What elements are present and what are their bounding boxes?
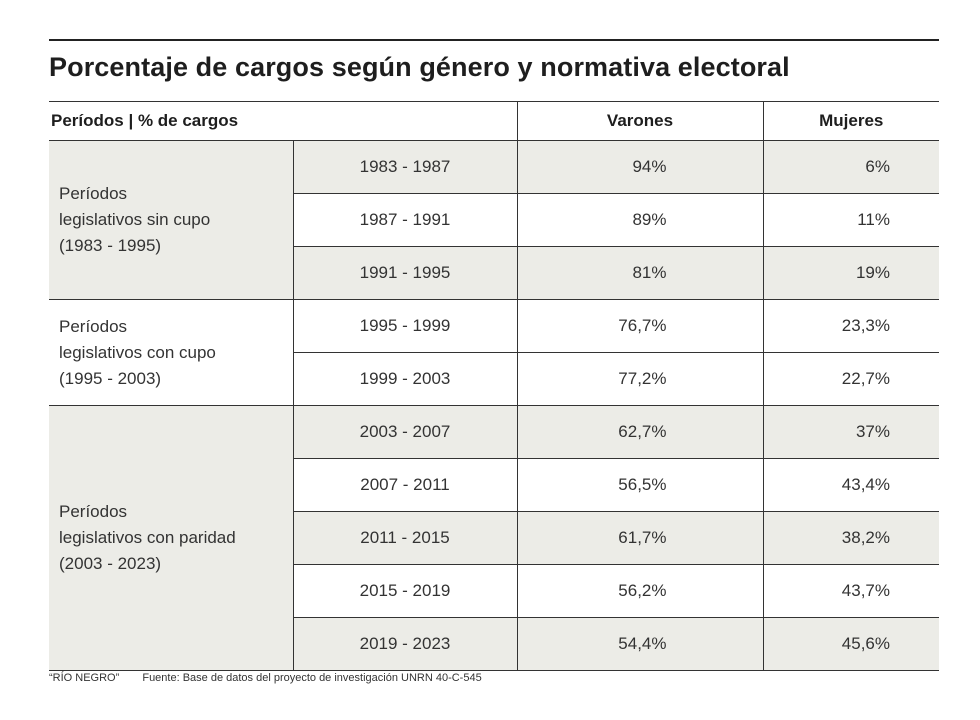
mujeres-cell: 37% <box>763 405 939 459</box>
mujeres-cell: 45,6% <box>763 617 939 671</box>
group-label-line: Períodos <box>59 502 128 521</box>
group-label-line: Períodos <box>59 184 128 203</box>
table-row: 2011 - 2015 61,7% 38,2% <box>49 511 939 565</box>
table-row: 2007 - 2011 56,5% 43,4% <box>49 458 939 512</box>
group-label-line: legislativos sin cupo <box>59 210 211 229</box>
varones-cell: 89% <box>517 193 764 247</box>
footer-credit: “RÍO NEGRO” <box>49 672 120 684</box>
varones-cell: 81% <box>517 246 764 300</box>
varones-cell: 77,2% <box>517 352 764 406</box>
group-label-line: (1983 - 1995) <box>59 236 162 255</box>
footer-source: Fuente: Base de datos del proyecto de in… <box>142 672 482 684</box>
varones-cell: 94% <box>517 140 764 194</box>
group-label-line: legislativos con paridad <box>59 528 236 547</box>
group-label-line: Períodos <box>59 316 128 336</box>
varones-cell: 61,7% <box>517 511 764 565</box>
period-cell: 2003 - 2007 <box>293 405 518 459</box>
header-mujeres: Mujeres <box>762 101 939 141</box>
group-label-sin-cupo: Períodos legislativos sin cupo (1983 - 1… <box>49 140 294 300</box>
table-row: 1991 - 1995 81% 19% <box>49 246 939 300</box>
table-row: Períodos legislativos con cupo (1995 - 2… <box>49 299 939 406</box>
period-cell: 2007 - 2011 <box>293 458 518 512</box>
mujeres-cell: 38,2% <box>763 511 939 565</box>
table-row: 2015 - 2019 56,2% 43,7% <box>49 564 939 618</box>
page-title: Porcentaje de cargos según género y norm… <box>49 52 790 82</box>
header-varones: Varones <box>516 101 763 141</box>
mujeres-cell: 43,7% <box>763 564 939 618</box>
table-row: Períodos legislativos sin cupo (1983 - 1… <box>49 140 939 300</box>
data-table: Períodos | % de cargos Varones Mujeres P… <box>49 101 939 671</box>
mujeres-cell: 23,3% <box>763 299 939 353</box>
table-row: 1987 - 1991 89% 11% <box>49 193 939 247</box>
period-cell: 2011 - 2015 <box>293 511 518 565</box>
footer: “RÍO NEGRO” Fuente: Base de datos del pr… <box>49 672 482 684</box>
varones-cell: 62,7% <box>517 405 764 459</box>
period-cell: 2015 - 2019 <box>293 564 518 618</box>
varones-cell: 56,5% <box>517 458 764 512</box>
top-rule <box>49 39 939 41</box>
mujeres-cell: 6% <box>763 140 939 194</box>
mujeres-cell: 11% <box>763 193 939 247</box>
group-label-line: legislativos con cupo <box>59 342 216 362</box>
varones-cell: 56,2% <box>517 564 764 618</box>
period-cell: 1987 - 1991 <box>293 193 518 247</box>
header-periodos: Períodos | % de cargos <box>49 101 517 141</box>
table-row: Períodos legislativos con paridad (2003 … <box>49 405 939 671</box>
varones-cell: 54,4% <box>517 617 764 671</box>
period-cell: 1983 - 1987 <box>293 140 518 194</box>
group-label-con-paridad: Períodos legislativos con paridad (2003 … <box>49 405 294 671</box>
mujeres-cell: 22,7% <box>763 352 939 406</box>
mujeres-cell: 19% <box>763 246 939 300</box>
group-label-line: (1995 - 2003) <box>59 368 162 388</box>
table-row: 1999 - 2003 77,2% 22,7% <box>49 352 939 406</box>
mujeres-cell: 43,4% <box>763 458 939 512</box>
group-label-con-cupo: Períodos legislativos con cupo (1995 - 2… <box>49 299 294 406</box>
table-row: 2019 - 2023 54,4% 45,6% <box>49 617 939 671</box>
header-row: Períodos | % de cargos Varones Mujeres <box>49 101 939 141</box>
period-cell: 2019 - 2023 <box>293 617 518 671</box>
group-label-line: (2003 - 2023) <box>59 554 162 573</box>
period-cell: 1995 - 1999 <box>293 299 518 353</box>
period-cell: 1991 - 1995 <box>293 246 518 300</box>
period-cell: 1999 - 2003 <box>293 352 518 406</box>
varones-cell: 76,7% <box>517 299 764 353</box>
